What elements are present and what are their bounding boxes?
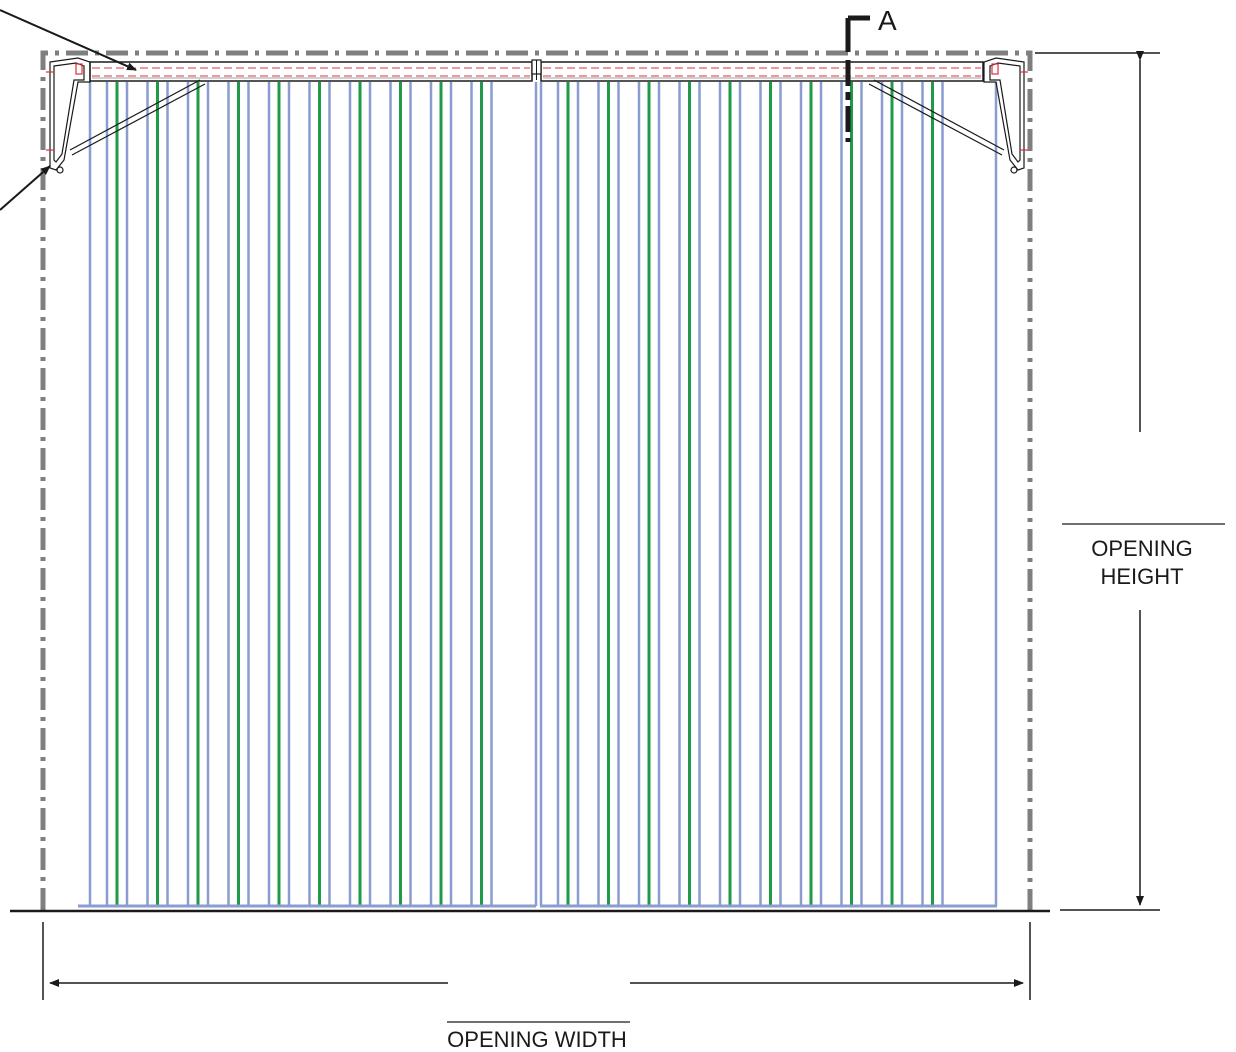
leader-arrow-bracket (0, 165, 51, 211)
height-dimension (1035, 51, 1225, 911)
top-track-right (540, 61, 984, 82)
bracket-right (868, 57, 1028, 174)
top-track-left (89, 61, 533, 82)
slat-group (88, 82, 998, 906)
height-label-line2: HEIGHT (1100, 564, 1183, 589)
height-label-line1: OPENING (1091, 536, 1192, 561)
section-label: A (878, 5, 897, 36)
width-label: OPENING WIDTH (447, 1027, 627, 1052)
bracket-left (46, 57, 206, 174)
section-cut-marker (845, 15, 870, 142)
width-dimension (42, 922, 1031, 1023)
track-center-joint (531, 59, 542, 80)
opening-frame-outline (40, 50, 1033, 910)
leader-arrow-track (0, 9, 137, 71)
